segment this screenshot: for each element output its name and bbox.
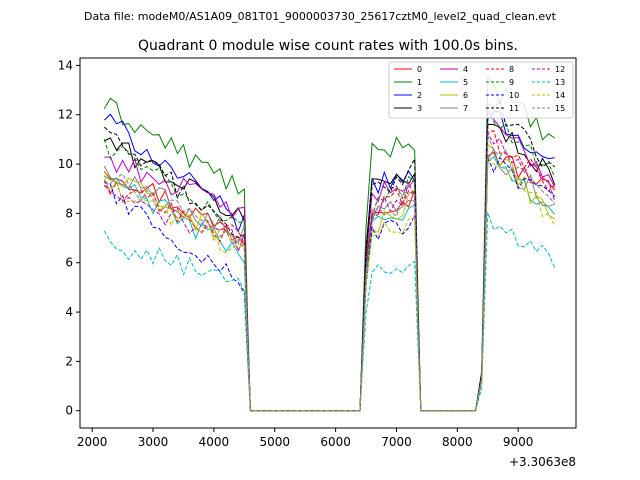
file-label: Data file: modeM0/AS1A09_081T01_90000037… (84, 10, 557, 23)
legend-label-5: 5 (463, 78, 468, 87)
x-tick-label: 2000 (77, 435, 108, 449)
y-tick-label: 4 (65, 305, 73, 319)
x-tick-label: 9000 (503, 435, 534, 449)
x-tick-label: 4000 (199, 435, 230, 449)
legend-label-1: 1 (417, 78, 422, 87)
y-tick-label: 0 (65, 404, 73, 418)
y-tick-label: 14 (58, 58, 73, 72)
legend-label-13: 13 (555, 78, 565, 87)
legend-label-4: 4 (463, 65, 468, 74)
legend-label-10: 10 (509, 91, 519, 100)
x-tick-label: 7000 (381, 435, 412, 449)
y-tick-label: 2 (65, 354, 73, 368)
y-tick-label: 10 (58, 157, 73, 171)
legend-label-0: 0 (417, 65, 422, 74)
series-line-7 (103, 147, 555, 412)
legend-label-11: 11 (509, 104, 519, 113)
legend-label-2: 2 (417, 91, 422, 100)
y-tick-label: 8 (65, 206, 73, 220)
legend-label-8: 8 (509, 65, 514, 74)
x-tick-label: 6000 (320, 435, 351, 449)
y-tick-label: 6 (65, 256, 73, 270)
series-line-14 (103, 157, 556, 412)
legend-label-12: 12 (555, 65, 565, 74)
plot-area (103, 75, 556, 412)
legend-box (388, 61, 574, 119)
legend-label-7: 7 (463, 104, 468, 113)
x-tick-label: 5000 (259, 435, 290, 449)
x-offset-label: +3.3063e8 (509, 455, 576, 469)
x-axis: 2000 3000 4000 5000 6000 7000 8000 9000 (77, 428, 534, 449)
series-line-13 (103, 212, 556, 412)
x-tick-label: 3000 (138, 435, 169, 449)
y-axis: 0 2 4 6 8 10 12 14 (58, 58, 80, 418)
legend-label-6: 6 (463, 91, 468, 100)
axes-frame (79, 57, 577, 429)
series-line-15 (104, 135, 556, 412)
legend-label-15: 15 (555, 104, 565, 113)
x-tick-label: 8000 (442, 435, 473, 449)
legend-label-3: 3 (417, 104, 422, 113)
chart-title: Quadrant 0 module wise count rates with … (138, 38, 518, 54)
legend-label-14: 14 (555, 91, 565, 100)
y-tick-label: 12 (58, 108, 73, 122)
legend-label-9: 9 (509, 78, 514, 87)
